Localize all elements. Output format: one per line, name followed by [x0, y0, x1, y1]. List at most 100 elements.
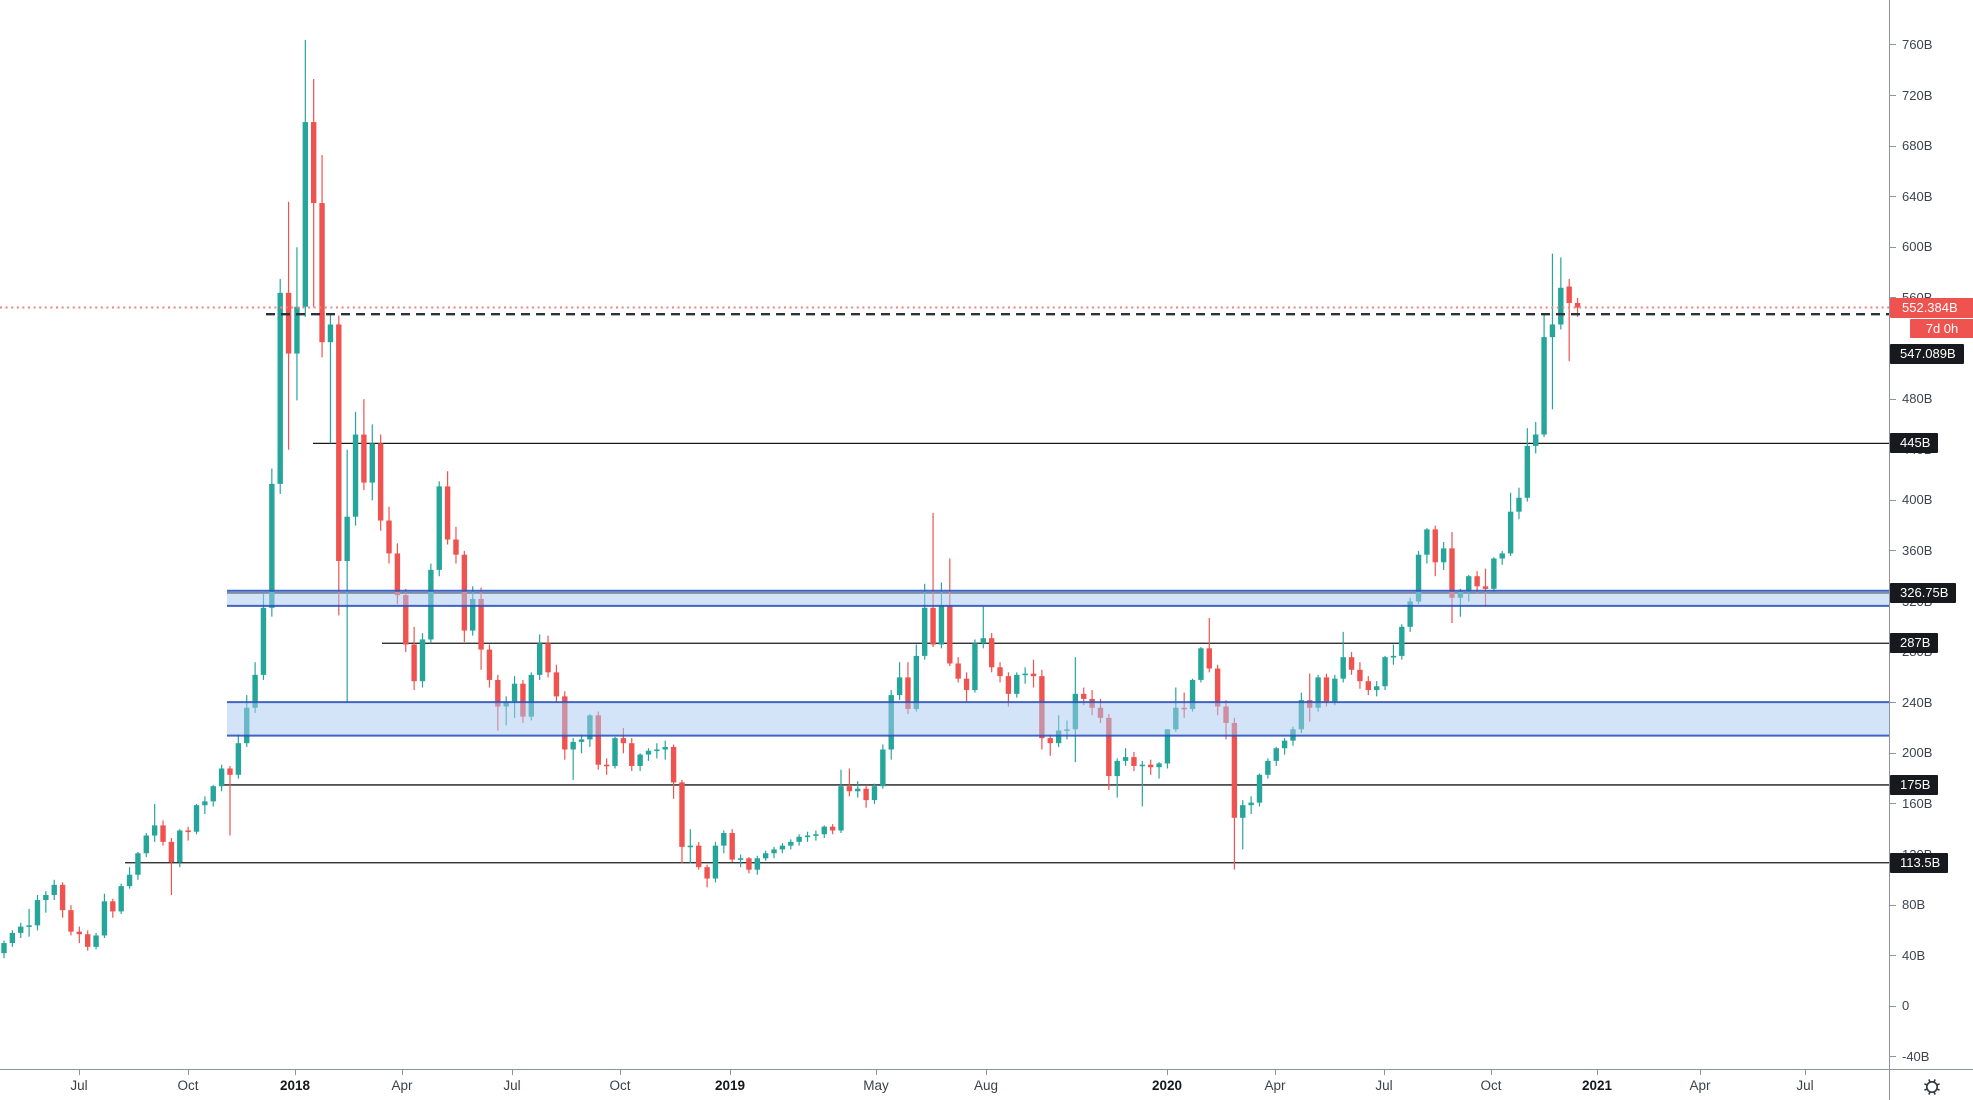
settings-gear-icon[interactable] — [1920, 1075, 1944, 1099]
candle-body — [495, 679, 501, 707]
time-tick — [1597, 1070, 1598, 1075]
price-tick — [1890, 955, 1896, 957]
price-tick — [1890, 1005, 1896, 1007]
candle-body — [662, 746, 668, 750]
candle-body — [1499, 553, 1505, 559]
candle-body — [193, 805, 200, 832]
candle-body — [294, 306, 300, 354]
price-axis[interactable]: 760B720B680B640B600B560B520B480B440B400B… — [1889, 0, 1973, 1069]
candle-body — [319, 203, 325, 343]
candle-body — [453, 539, 459, 555]
candle-body — [947, 605, 953, 664]
time-label-month: Apr — [1689, 1078, 1711, 1093]
candle-body — [1265, 760, 1271, 775]
price-tick-label: 40B — [1902, 947, 1926, 963]
candle-body — [1256, 774, 1263, 803]
candle-body — [51, 884, 57, 895]
support-zone[interactable] — [227, 701, 1889, 737]
candle-body — [1047, 738, 1053, 744]
time-label-month: Jul — [1375, 1078, 1393, 1093]
time-axis[interactable]: Jul Oct 2018 Apr Jul Oct 2019 May Aug 2020 Apr Jul O… — [0, 1069, 1889, 1100]
candle-body — [1156, 763, 1162, 768]
candle-body — [712, 845, 719, 879]
support-zone-fill[interactable] — [227, 702, 1889, 736]
candle-body — [1541, 337, 1547, 435]
time-tick — [1700, 1070, 1701, 1075]
candle-body — [1507, 511, 1514, 554]
candle-body — [721, 832, 727, 846]
candle-body — [670, 746, 677, 783]
resistance-zone-fill[interactable] — [227, 590, 1889, 606]
candle-body — [361, 434, 367, 483]
price-tick — [1890, 752, 1896, 754]
price-tick-label: 160B — [1902, 795, 1933, 811]
candle-body — [444, 486, 451, 540]
candle-body — [528, 674, 535, 717]
candle-body — [1474, 576, 1480, 587]
candle-body — [679, 782, 685, 847]
candle-body — [1139, 764, 1146, 767]
candle-body — [754, 858, 760, 870]
candle-body — [520, 683, 526, 717]
candle-body — [1566, 286, 1572, 303]
time-tick — [1167, 1070, 1168, 1075]
candle-body — [1340, 657, 1346, 679]
candle-body — [26, 925, 32, 927]
price-level-badge: 175B — [1890, 774, 1939, 795]
candle-body — [963, 678, 970, 691]
time-label-month: Jul — [503, 1078, 521, 1093]
price-tick — [1890, 550, 1896, 552]
candle-body — [930, 607, 936, 645]
price-tick-label: 200B — [1902, 745, 1933, 761]
candle-body — [85, 934, 91, 947]
candle-body — [76, 931, 83, 935]
candle-body — [1315, 677, 1321, 708]
candle-body — [620, 738, 627, 744]
candle-body — [1206, 648, 1212, 669]
time-label-month: May — [863, 1078, 889, 1093]
candle-body — [1114, 760, 1120, 777]
time-label-year: 2019 — [714, 1078, 746, 1093]
candle-body — [578, 739, 585, 742]
candle-body — [1466, 576, 1472, 592]
chart-pane[interactable] — [0, 0, 1889, 1069]
candle-body — [34, 900, 41, 926]
candle-body — [436, 486, 442, 570]
candle-body — [1189, 679, 1196, 710]
candle-body — [1533, 434, 1539, 446]
candle-body — [972, 643, 978, 691]
candle-body — [302, 122, 309, 307]
time-tick — [1384, 1070, 1385, 1075]
candle-body — [813, 834, 819, 836]
time-label-month: Jul — [70, 1078, 88, 1093]
candle-body — [729, 832, 735, 860]
resistance-zone[interactable] — [227, 589, 1889, 607]
candle-body — [185, 830, 191, 833]
candle-body — [938, 605, 945, 645]
candle-body — [855, 788, 861, 792]
time-label-month: Oct — [177, 1078, 199, 1093]
candle-body — [101, 901, 108, 936]
time-label-month: Aug — [973, 1078, 999, 1093]
last-price-badge: 552.384B — [1890, 297, 1973, 318]
candle-body — [1131, 757, 1137, 766]
candle-body — [595, 715, 601, 765]
time-tick — [620, 1070, 621, 1075]
candle-body — [1440, 548, 1447, 563]
candle-body — [687, 845, 694, 848]
time-label-month: Oct — [1480, 1078, 1502, 1093]
candle-body — [110, 901, 116, 912]
candle-body — [344, 516, 350, 562]
candle-body — [1549, 324, 1556, 338]
candle-body — [1516, 497, 1522, 512]
candle-body — [369, 443, 375, 483]
price-tick-label: 720B — [1902, 87, 1933, 103]
horizontal-level-lines[interactable] — [125, 442, 1889, 864]
candlestick-chart[interactable] — [0, 0, 1889, 1069]
candle-body — [118, 886, 124, 912]
axis-corner — [1889, 1069, 1973, 1100]
candle-body — [511, 683, 518, 702]
candle-body — [704, 867, 710, 879]
candle-body — [277, 292, 283, 484]
time-label-year: 2020 — [1151, 1078, 1183, 1093]
